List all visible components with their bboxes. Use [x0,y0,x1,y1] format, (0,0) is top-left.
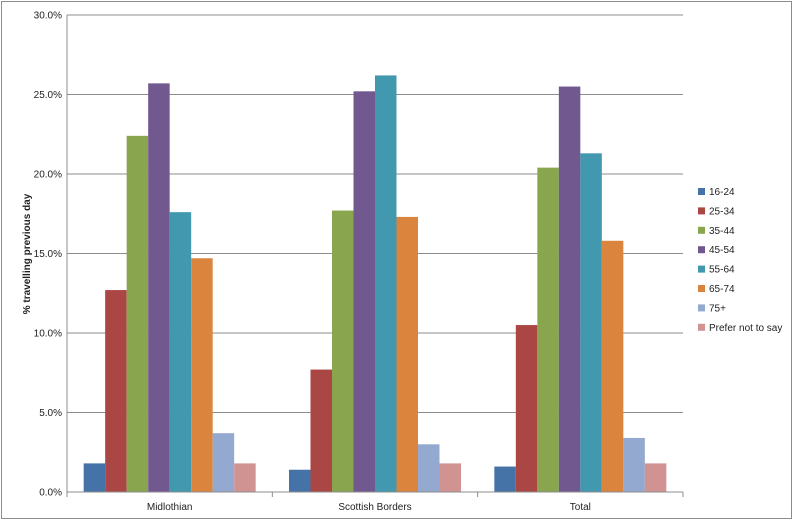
legend-swatch [698,285,705,292]
y-tick-label: 20.0% [34,170,62,181]
bar-35-44-scottish-borders [332,210,354,492]
y-axis-label: % travelling previous day [22,193,33,314]
bar-65-74-midlothian [191,258,213,492]
legend-label: Prefer not to say [709,323,782,334]
bar-25-34-total [515,325,538,492]
legend-swatch [698,265,705,273]
bar-16-24-total [494,466,516,492]
legend-label: 65-74 [709,284,735,295]
bars [83,75,667,493]
bar-75--scottish-borders [418,444,440,492]
legend-swatch [698,207,705,215]
bar-55-64-midlothian [169,212,192,492]
y-tick-label: 10.0% [34,329,62,340]
bar-75--midlothian [212,433,235,492]
bar-35-44-total [537,167,559,492]
y-tick-label: 30.0% [34,11,62,22]
bar-45-54-total [558,86,581,493]
bar-prefer-not-to-say-scottish-borders [439,463,461,492]
bar-16-24-scottish-borders [289,469,311,492]
legend-swatch [698,226,705,234]
axes [66,15,684,497]
y-tick-labels: 0.0% 5.0% 10.0% 15.0% 20.0% 25.0% 30.0% [34,11,62,499]
legend: 16-24 25-34 35-44 45-54 55-64 65-74 75+ Prefer … [698,187,782,334]
bar-65-74-scottish-borders [396,216,418,492]
y-tick-label: 25.0% [34,90,62,101]
bar-45-54-scottish-borders [353,91,375,492]
bar-55-64-total [580,153,602,492]
legend-label: 55-64 [709,265,735,276]
bar-35-44-midlothian [126,135,149,492]
legend-label: 75+ [709,303,726,314]
x-tick-label: Midlothian [147,502,193,513]
legend-label: 16-24 [709,187,735,198]
y-tick-label: 0.0% [39,488,62,499]
x-tick-labels: Midlothian Scottish Borders Total [147,502,591,513]
bar-55-64-scottish-borders [375,75,397,493]
legend-swatch [698,246,705,254]
bar-75--total [623,437,645,492]
y-tick-label: 15.0% [34,249,62,260]
bar-16-24-midlothian [83,463,106,492]
bar-25-34-midlothian [105,290,127,492]
legend-swatch [698,304,705,312]
bar-prefer-not-to-say-total [644,463,667,492]
bar-65-74-total [601,240,624,492]
legend-swatch [698,188,705,195]
legend-label: 35-44 [709,226,735,237]
bar-25-34-scottish-borders [310,369,332,492]
bar-prefer-not-to-say-midlothian [234,463,256,492]
legend-label: 25-34 [709,206,735,217]
x-tick-label: Total [570,502,591,513]
legend-swatch [698,323,705,331]
legend-label: 45-54 [709,245,735,256]
bar-45-54-midlothian [148,83,170,493]
y-tick-label: 5.0% [39,408,62,419]
x-tick-label: Scottish Borders [338,502,411,513]
